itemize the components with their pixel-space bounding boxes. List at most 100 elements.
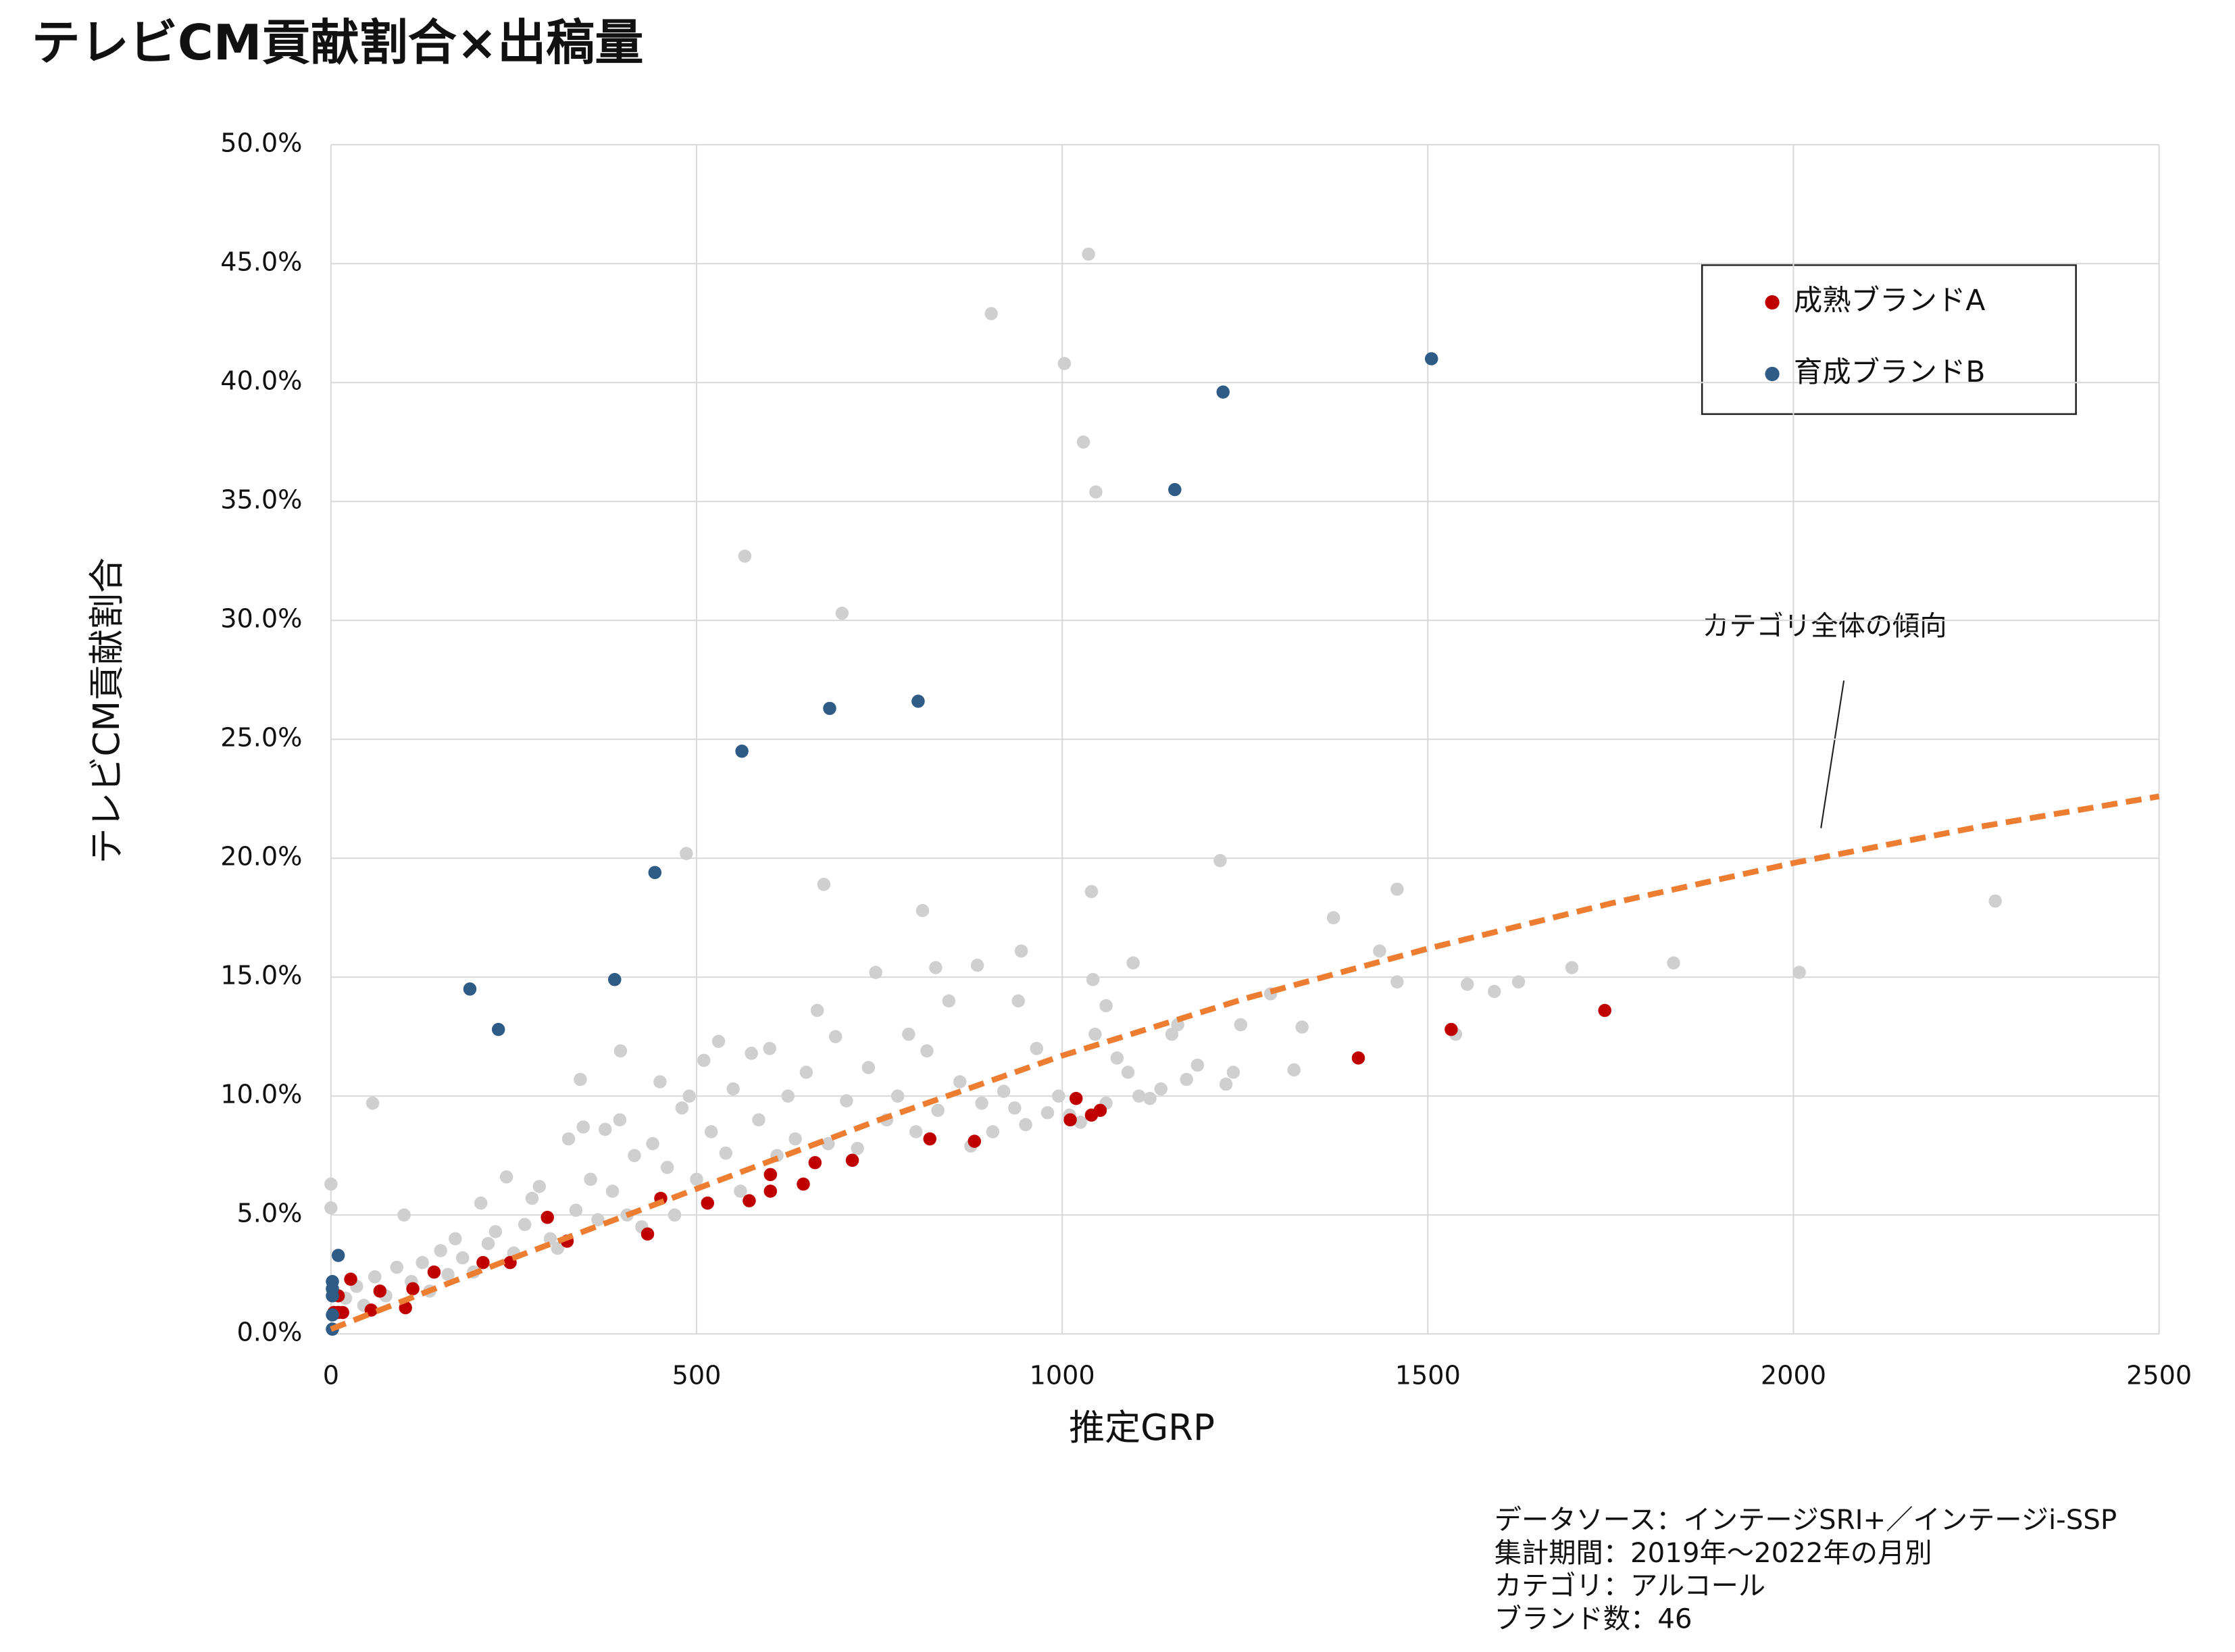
data-point bbox=[326, 1282, 339, 1296]
data-point bbox=[929, 961, 943, 974]
data-point bbox=[1351, 1051, 1365, 1065]
data-point bbox=[1110, 1051, 1124, 1065]
data-point bbox=[902, 1027, 915, 1041]
data-point bbox=[1424, 352, 1438, 366]
data-point bbox=[1057, 357, 1072, 370]
data-point bbox=[828, 1030, 843, 1043]
y-tick-label: 5.0% bbox=[236, 1199, 302, 1228]
footnote: カテゴリ：アルコール bbox=[1495, 1571, 1765, 1602]
data-point bbox=[968, 1134, 982, 1148]
data-point bbox=[1076, 435, 1090, 449]
legend-marker bbox=[1765, 295, 1780, 310]
data-point bbox=[406, 1282, 420, 1296]
data-point bbox=[1287, 1063, 1301, 1077]
data-point bbox=[719, 1146, 733, 1160]
data-point bbox=[915, 903, 930, 918]
data-point bbox=[1082, 247, 1095, 261]
footnote: ブランド数：46 bbox=[1495, 1603, 1692, 1634]
y-tick-label: 0.0% bbox=[236, 1318, 302, 1347]
data-point bbox=[745, 1047, 758, 1060]
y-tick-label: 45.0% bbox=[220, 247, 302, 277]
data-point bbox=[427, 1265, 441, 1279]
data-point bbox=[1180, 1072, 1193, 1086]
data-point bbox=[628, 1149, 641, 1162]
data-point bbox=[551, 1241, 565, 1255]
data-point bbox=[923, 1132, 937, 1146]
data-point bbox=[734, 1184, 747, 1198]
data-point bbox=[455, 1251, 470, 1265]
data-point bbox=[763, 1168, 778, 1182]
data-point bbox=[953, 1075, 967, 1088]
data-point bbox=[476, 1255, 490, 1270]
data-point bbox=[668, 1208, 682, 1222]
data-point bbox=[366, 1097, 380, 1110]
x-tick-label: 500 bbox=[672, 1360, 722, 1390]
x-tick-label: 1500 bbox=[1395, 1360, 1461, 1390]
data-point bbox=[532, 1180, 547, 1193]
data-point bbox=[641, 1227, 655, 1241]
legend-label: 育成ブランドB bbox=[1794, 356, 1986, 389]
data-point bbox=[613, 1044, 628, 1058]
x-axis-title: 推定GRP bbox=[1069, 1407, 1215, 1449]
data-point bbox=[1373, 944, 1386, 958]
data-point bbox=[373, 1284, 387, 1298]
data-point bbox=[1030, 1042, 1044, 1055]
data-point bbox=[474, 1196, 488, 1210]
data-point bbox=[584, 1172, 597, 1186]
data-point bbox=[1011, 994, 1025, 1008]
annotation: カテゴリ全体の傾向 bbox=[1702, 611, 1947, 642]
data-point bbox=[701, 1196, 714, 1210]
data-point bbox=[1234, 1018, 1247, 1032]
data-point bbox=[481, 1236, 495, 1251]
data-point bbox=[1565, 961, 1579, 974]
data-point bbox=[488, 1225, 503, 1238]
y-axis-title: テレビCM貢献割合 bbox=[86, 557, 128, 864]
x-tick-label: 2500 bbox=[2126, 1360, 2192, 1390]
data-point bbox=[1488, 984, 1501, 999]
data-point bbox=[525, 1191, 539, 1205]
data-point bbox=[608, 972, 622, 986]
data-point bbox=[704, 1125, 718, 1138]
data-point bbox=[441, 1268, 455, 1281]
data-point bbox=[711, 1034, 726, 1049]
data-point bbox=[1126, 956, 1140, 970]
data-point bbox=[613, 1113, 627, 1127]
data-point bbox=[1089, 485, 1103, 499]
data-point bbox=[840, 1094, 853, 1108]
y-tick-label: 25.0% bbox=[220, 723, 302, 753]
data-point bbox=[646, 1136, 659, 1151]
data-point bbox=[997, 1084, 1011, 1098]
data-point bbox=[1040, 1106, 1055, 1120]
annotation-pointer bbox=[1820, 680, 1845, 828]
data-point bbox=[1445, 1022, 1458, 1036]
data-point bbox=[653, 1075, 667, 1088]
data-point bbox=[1511, 975, 1526, 989]
data-point bbox=[845, 1153, 859, 1168]
trend-line bbox=[330, 793, 2160, 1332]
data-point bbox=[1088, 1027, 1102, 1041]
data-point bbox=[752, 1113, 765, 1127]
data-point bbox=[861, 1061, 876, 1074]
data-point bbox=[499, 1170, 513, 1184]
data-point bbox=[931, 1103, 945, 1118]
data-point bbox=[543, 1232, 557, 1246]
data-point bbox=[1190, 1058, 1205, 1072]
data-point bbox=[823, 701, 836, 716]
y-tick-label: 40.0% bbox=[220, 366, 302, 396]
data-point bbox=[1326, 911, 1340, 924]
data-point bbox=[324, 1201, 338, 1215]
data-point bbox=[1988, 894, 2002, 908]
data-point bbox=[738, 549, 752, 563]
data-point bbox=[682, 1089, 696, 1103]
data-point bbox=[1074, 1116, 1087, 1129]
data-point bbox=[822, 1136, 835, 1151]
data-point bbox=[416, 1255, 429, 1270]
data-point bbox=[781, 1089, 795, 1103]
data-point bbox=[810, 1003, 824, 1018]
data-point bbox=[561, 1132, 576, 1146]
data-point bbox=[1014, 944, 1028, 958]
data-point bbox=[368, 1270, 382, 1284]
data-point bbox=[1063, 1113, 1077, 1127]
data-point bbox=[449, 1232, 462, 1246]
